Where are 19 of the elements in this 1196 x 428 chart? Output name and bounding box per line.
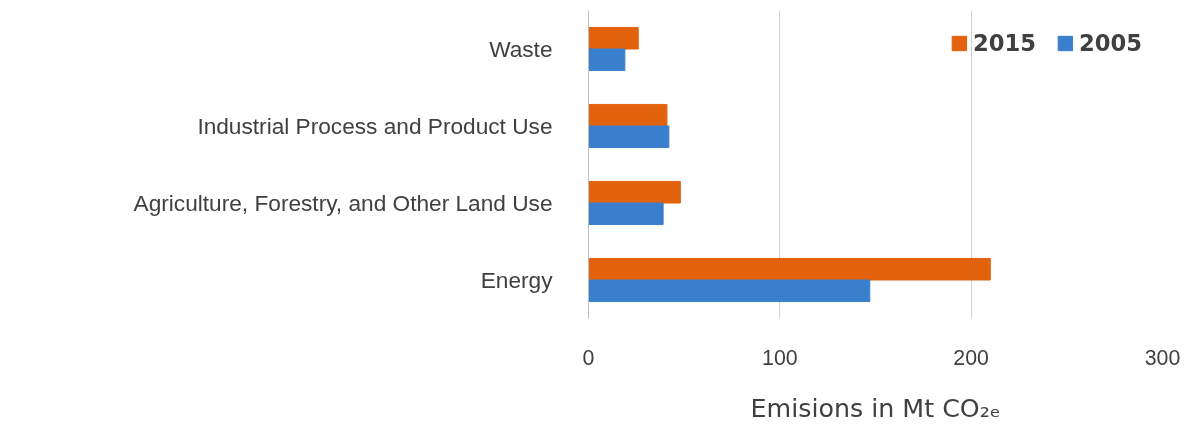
legend-label: 2005: [1078, 30, 1142, 56]
y-tick-label: Industrial Process and Product Use: [197, 113, 553, 139]
bar: [588, 257, 991, 281]
x-tick-label: 300: [1144, 345, 1181, 370]
bar: [588, 180, 681, 204]
bar: [588, 103, 668, 127]
x-tick-label: 200: [953, 345, 990, 370]
y-tick-label: Waste: [489, 36, 553, 62]
y-tick-label: Agriculture, Forestry, and Other Land Use: [133, 190, 553, 216]
y-tick-label: Energy: [480, 267, 554, 293]
bar: [588, 125, 670, 149]
bar: [588, 48, 626, 72]
x-axis-title: Emisions in Mt CO₂ₑ: [750, 392, 1001, 423]
x-tick-label: 100: [762, 345, 798, 370]
bar: [588, 202, 664, 226]
legend-label: 2015: [972, 30, 1036, 56]
bar: [588, 279, 871, 303]
bar: [588, 26, 639, 50]
x-tick-label: 0: [582, 345, 595, 370]
